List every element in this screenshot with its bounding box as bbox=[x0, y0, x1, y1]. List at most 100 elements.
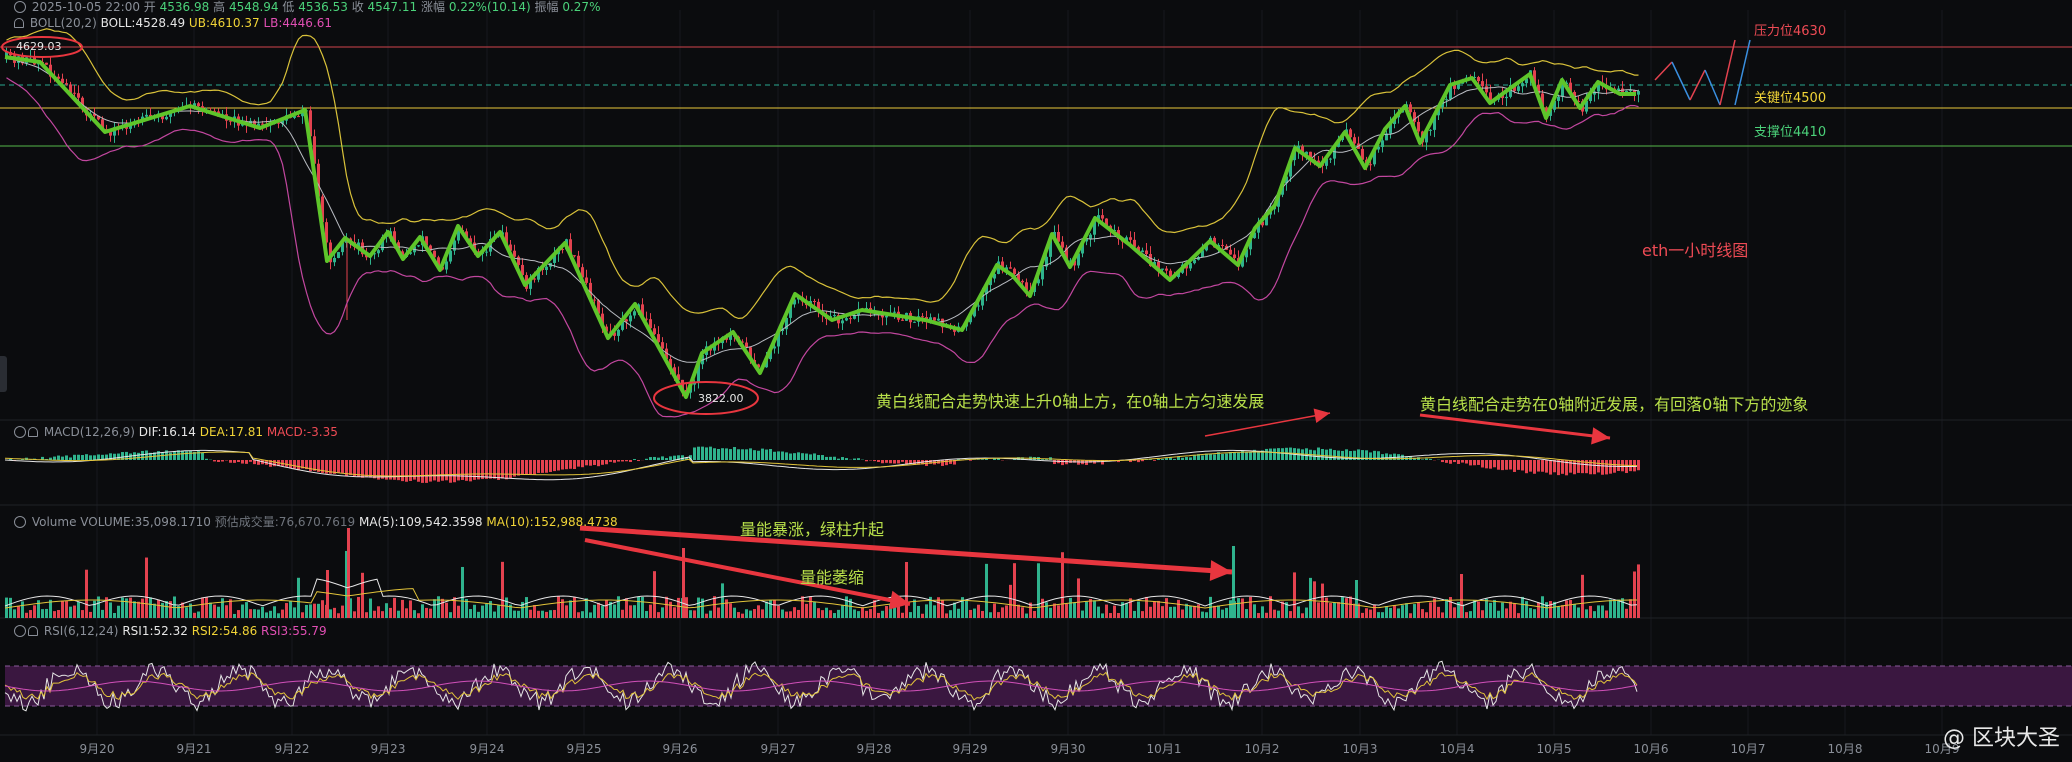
volume-bar bbox=[953, 602, 956, 618]
macd-histogram-bar bbox=[81, 455, 84, 460]
candle-body bbox=[625, 319, 628, 322]
side-collapse-handle[interactable] bbox=[0, 356, 7, 392]
candle-body bbox=[1629, 90, 1632, 92]
macd-histogram-bar bbox=[509, 460, 512, 479]
volume-bar bbox=[833, 613, 836, 618]
volume-bar bbox=[1589, 605, 1592, 618]
macd-histogram-bar bbox=[405, 460, 408, 482]
volume-bar bbox=[749, 610, 752, 618]
candle-body bbox=[605, 326, 608, 332]
alert-bell-icon[interactable] bbox=[28, 626, 38, 636]
macd-histogram-bar bbox=[889, 460, 892, 464]
visibility-eye-icon[interactable] bbox=[14, 516, 26, 528]
macd-histogram-bar bbox=[1597, 460, 1600, 473]
macd-histogram-bar bbox=[1205, 453, 1208, 460]
macd-histogram-bar bbox=[617, 460, 620, 462]
support-level-label: 支撑位4410 bbox=[1754, 125, 1827, 140]
candle-body bbox=[1001, 261, 1004, 271]
candle-body bbox=[393, 231, 396, 243]
visibility-eye-icon[interactable] bbox=[14, 625, 26, 637]
volume-bar bbox=[1185, 603, 1188, 618]
volume-bar bbox=[649, 604, 652, 618]
volume-bar bbox=[1085, 601, 1088, 618]
macd-histogram-bar bbox=[1393, 453, 1396, 460]
volume-bar bbox=[753, 609, 756, 618]
macd-histogram-bar bbox=[789, 453, 792, 460]
macd-histogram-bar bbox=[189, 450, 192, 460]
macd-histogram-bar bbox=[985, 458, 988, 460]
macd-histogram-bar bbox=[353, 460, 356, 477]
macd-histogram-bar bbox=[821, 455, 824, 460]
volume-bar bbox=[497, 605, 500, 618]
candle-body bbox=[341, 242, 344, 253]
macd-arrow-1 bbox=[1204, 412, 1331, 437]
volume-bar bbox=[129, 597, 132, 618]
candle-body bbox=[649, 319, 652, 329]
macd-histogram-bar bbox=[1129, 460, 1132, 463]
candle-body bbox=[585, 277, 588, 283]
macd-histogram-bar bbox=[1241, 450, 1244, 460]
candle-body bbox=[933, 317, 936, 321]
macd-histogram-bar bbox=[1385, 453, 1388, 460]
macd-histogram-bar bbox=[825, 456, 828, 460]
macd-histogram-bar bbox=[193, 451, 196, 460]
volume-bar bbox=[1165, 598, 1168, 618]
volume-bar bbox=[269, 610, 272, 618]
resistance-level-label: 压力位4630 bbox=[1754, 24, 1827, 39]
volume-bar bbox=[45, 608, 48, 618]
candle-body bbox=[601, 313, 604, 327]
x-tick: 9月27 bbox=[760, 742, 796, 756]
volume-bar bbox=[861, 607, 864, 618]
macd-histogram-bar bbox=[1177, 456, 1180, 460]
macd-histogram-bar bbox=[901, 460, 904, 462]
macd-histogram-bar bbox=[541, 460, 544, 473]
candle-body bbox=[1361, 148, 1364, 160]
candle-body bbox=[1041, 266, 1044, 280]
alert-bell-icon[interactable] bbox=[28, 427, 38, 437]
volume-bar bbox=[961, 597, 964, 618]
candle-body bbox=[197, 103, 200, 107]
candle-body bbox=[929, 317, 932, 322]
macd-histogram-bar bbox=[517, 460, 520, 476]
visibility-eye-icon[interactable] bbox=[14, 1, 26, 13]
volume-bar bbox=[693, 610, 696, 618]
volume-bar bbox=[333, 607, 336, 618]
visibility-eye-icon[interactable] bbox=[14, 426, 26, 438]
candle-body bbox=[1013, 268, 1016, 275]
rsi-band-fill bbox=[5, 666, 2072, 706]
candle-body bbox=[661, 342, 664, 349]
macd-histogram-bar bbox=[805, 453, 808, 460]
macd-histogram-bar bbox=[101, 454, 104, 460]
candle-body bbox=[429, 245, 432, 251]
macd-histogram-bar bbox=[941, 460, 944, 466]
volume-bar bbox=[109, 602, 112, 618]
volume-bar bbox=[829, 610, 832, 618]
candle-body bbox=[1169, 270, 1172, 277]
volume-bar bbox=[229, 599, 232, 618]
bollinger-bands bbox=[6, 28, 1639, 418]
volume-bar bbox=[1257, 613, 1260, 618]
volume-bar bbox=[785, 611, 788, 618]
alert-bell-icon[interactable] bbox=[14, 18, 24, 28]
volume-estimate: 预估成交量:76,670.7619 bbox=[214, 515, 356, 529]
rsi2-value: RSI2:54.86 bbox=[191, 624, 258, 638]
macd-histogram-bar bbox=[1341, 450, 1344, 460]
macd-histogram-bar bbox=[1273, 448, 1276, 460]
macd-histogram-bar bbox=[1357, 449, 1360, 460]
volume-panel bbox=[4, 528, 1640, 618]
volume-bar bbox=[293, 607, 296, 618]
volume-bar bbox=[1373, 604, 1376, 618]
candle-body bbox=[657, 334, 660, 343]
volume-bar bbox=[193, 612, 196, 618]
volume-bar bbox=[1121, 602, 1124, 618]
volume-bar bbox=[725, 599, 728, 618]
candle-body bbox=[1077, 253, 1080, 266]
volume-bar bbox=[989, 612, 992, 618]
volume-bar bbox=[1213, 605, 1216, 618]
macd-histogram-bar bbox=[1225, 453, 1228, 460]
volume-bar bbox=[933, 605, 936, 618]
candle-body bbox=[509, 244, 512, 251]
volume-bar bbox=[393, 597, 396, 618]
volume-bar bbox=[1009, 584, 1012, 618]
